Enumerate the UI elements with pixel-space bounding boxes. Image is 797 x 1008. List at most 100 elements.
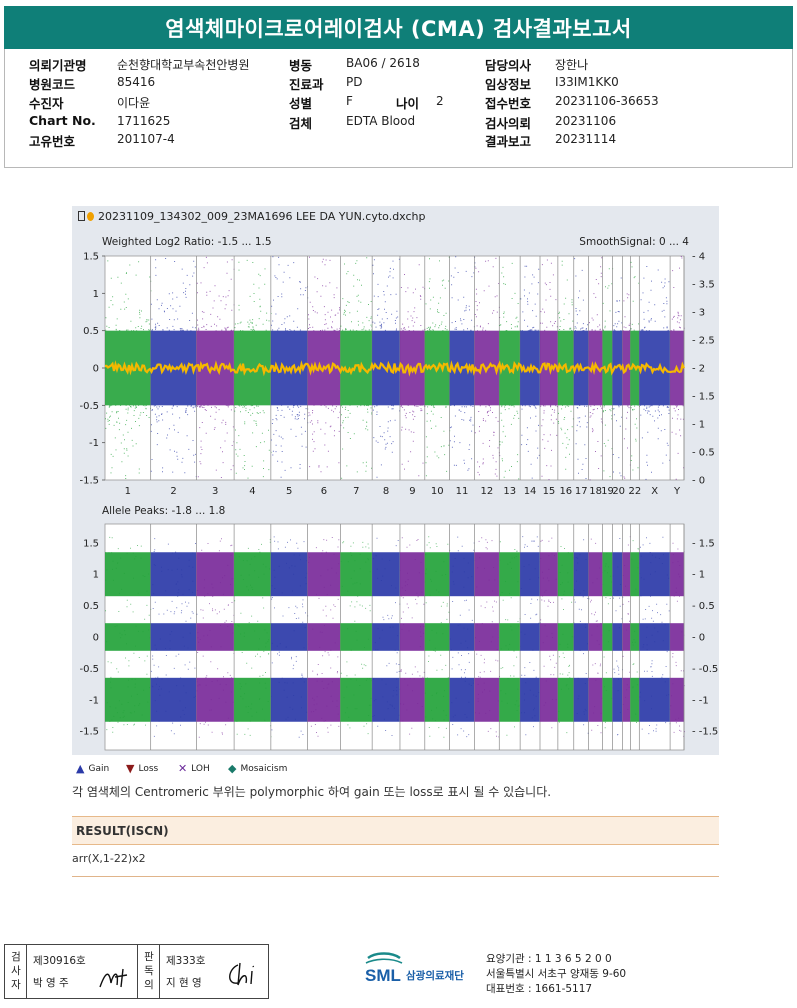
log2-scatter bbox=[234, 259, 272, 479]
top-right-tick: - 1 bbox=[692, 420, 705, 431]
info-label: 병원코드 bbox=[29, 77, 76, 92]
allele-band bbox=[612, 623, 623, 651]
chromosome-label: 6 bbox=[321, 486, 327, 497]
chromosome-label: 13 bbox=[503, 486, 516, 497]
allele-band bbox=[622, 677, 631, 722]
log2-scatter bbox=[105, 260, 152, 479]
chromosome-label: Y bbox=[673, 486, 681, 497]
top-right-tick: - 0 bbox=[692, 476, 705, 487]
bottom-right-tick: - 1 bbox=[692, 570, 705, 581]
info-label: 검사의뢰 bbox=[485, 116, 532, 131]
legend-item: ◆ Mosaicism bbox=[228, 762, 287, 775]
allele-band bbox=[196, 677, 235, 722]
report-title: 염색체마이크로어레이검사 (CMA) 검사결과보고서 bbox=[165, 16, 632, 41]
allele-band bbox=[424, 677, 450, 722]
chart-file-line: 20231109_134302_009_23MA1696 LEE DA YUN.… bbox=[78, 210, 426, 223]
top-left-tick: -1 bbox=[89, 438, 99, 449]
checker-name: 지 현 영 bbox=[166, 977, 202, 989]
top-right-tick: - 4 bbox=[692, 252, 705, 263]
chromosome-label: 17 bbox=[575, 486, 588, 497]
chromosome-label: 15 bbox=[543, 486, 556, 497]
info-label: 병동 bbox=[289, 58, 313, 73]
allele-band bbox=[372, 552, 400, 597]
allele-band bbox=[499, 677, 521, 722]
org-name: 삼광의료재단 bbox=[406, 969, 464, 982]
bottom-left-tick: -0.5 bbox=[79, 664, 99, 675]
allele-band bbox=[372, 623, 400, 651]
info-value: 20231114 bbox=[555, 132, 617, 146]
legend-label: Mosaicism bbox=[240, 763, 288, 774]
allele-band bbox=[307, 623, 341, 651]
info-label: 임상정보 bbox=[485, 77, 532, 92]
allele-band bbox=[602, 552, 613, 597]
log2-scatter bbox=[400, 264, 426, 477]
top-right-tick: - 3 bbox=[692, 308, 705, 319]
allele-band bbox=[670, 623, 684, 651]
allele-band bbox=[474, 677, 500, 722]
allele-scatter bbox=[424, 536, 451, 738]
log2-scatter bbox=[372, 258, 401, 478]
log2-scatter bbox=[150, 258, 198, 478]
bottom-left-tick: 1.5 bbox=[83, 538, 99, 549]
chromosome-label: X bbox=[651, 486, 658, 497]
info-value: PD bbox=[346, 75, 363, 89]
info-label: 결과보고 bbox=[485, 134, 532, 149]
info-label: 담당의사 bbox=[485, 58, 532, 73]
allele-band bbox=[557, 623, 574, 651]
allele-band bbox=[234, 552, 271, 597]
log2-scatter bbox=[640, 266, 671, 480]
log2-scatter bbox=[270, 256, 309, 478]
info-value: 장한나 bbox=[555, 58, 589, 72]
bottom-left-tick: -1 bbox=[89, 695, 99, 706]
org-phone: 대표번호 : 1661-5117 bbox=[486, 983, 593, 995]
allele-band bbox=[520, 677, 540, 722]
info-value: 순천향대학교부속천안병원 bbox=[117, 58, 250, 72]
org-address: 서울특별시 서초구 양재동 9-60 bbox=[486, 968, 627, 980]
loh-x-icon: ✕ bbox=[178, 762, 188, 775]
allele-band bbox=[622, 552, 631, 597]
allele-scatter bbox=[271, 536, 309, 738]
info-value: I33IM1KK0 bbox=[555, 75, 619, 89]
result-divider bbox=[72, 876, 719, 877]
chromosome-label: 3 bbox=[212, 486, 218, 497]
chromosome-label: 16 bbox=[559, 486, 572, 497]
allele-band bbox=[588, 623, 603, 651]
allele-band bbox=[588, 677, 603, 722]
log2-scatter bbox=[449, 256, 476, 471]
info-label: Chart No. bbox=[29, 113, 96, 128]
allele-band bbox=[105, 552, 151, 597]
patient-info-box: 의뢰기관명 순천향대학교부속천안병원 병원코드 85416 수진자 이다윤 Chart No… bbox=[4, 49, 793, 168]
top-panel-right-label: SmoothSignal: 0 ... 4 bbox=[579, 236, 689, 248]
sml-logo-icon: SML 삼광의료재단 bbox=[365, 952, 464, 985]
allele-band bbox=[612, 552, 623, 597]
info-value: 85416 bbox=[117, 75, 156, 89]
chart-file-name: 20231109_134302_009_23MA1696 LEE DA YUN.… bbox=[98, 210, 426, 223]
allele-band bbox=[340, 552, 373, 597]
report-title-bar: 염색체마이크로어레이검사 (CMA) 검사결과보고서 bbox=[4, 6, 793, 49]
allele-band bbox=[340, 623, 373, 651]
bottom-right-tick: - 1.5 bbox=[692, 538, 715, 549]
top-right-tick: - 2 bbox=[692, 364, 705, 375]
allele-band bbox=[424, 623, 450, 651]
gain-triangle-icon: ▲ bbox=[76, 762, 85, 775]
allele-band bbox=[630, 623, 640, 651]
log2-scatter bbox=[196, 256, 235, 478]
org-contact: 요양기관 : 1 1 3 6 5 2 0 0 서울특별시 서초구 양재동 9-6… bbox=[486, 952, 626, 997]
age-value: 2 bbox=[436, 94, 444, 108]
info-value: 20231106 bbox=[555, 114, 617, 128]
allele-band bbox=[196, 552, 235, 597]
allele-band bbox=[557, 677, 574, 722]
allele-band bbox=[630, 677, 640, 722]
allele-band bbox=[639, 677, 671, 722]
allele-scatter bbox=[234, 539, 272, 738]
info-value: EDTA Blood bbox=[346, 114, 416, 128]
allele-band bbox=[270, 552, 308, 597]
bottom-right-tick: - -1 bbox=[692, 695, 709, 706]
examiner-name: 박 영 주 bbox=[33, 977, 69, 989]
log2-scatter bbox=[670, 256, 685, 480]
log2-scatter bbox=[474, 257, 501, 477]
top-left-tick: 1 bbox=[93, 289, 99, 300]
allele-band bbox=[612, 677, 623, 722]
info-label: 접수번호 bbox=[485, 96, 532, 111]
